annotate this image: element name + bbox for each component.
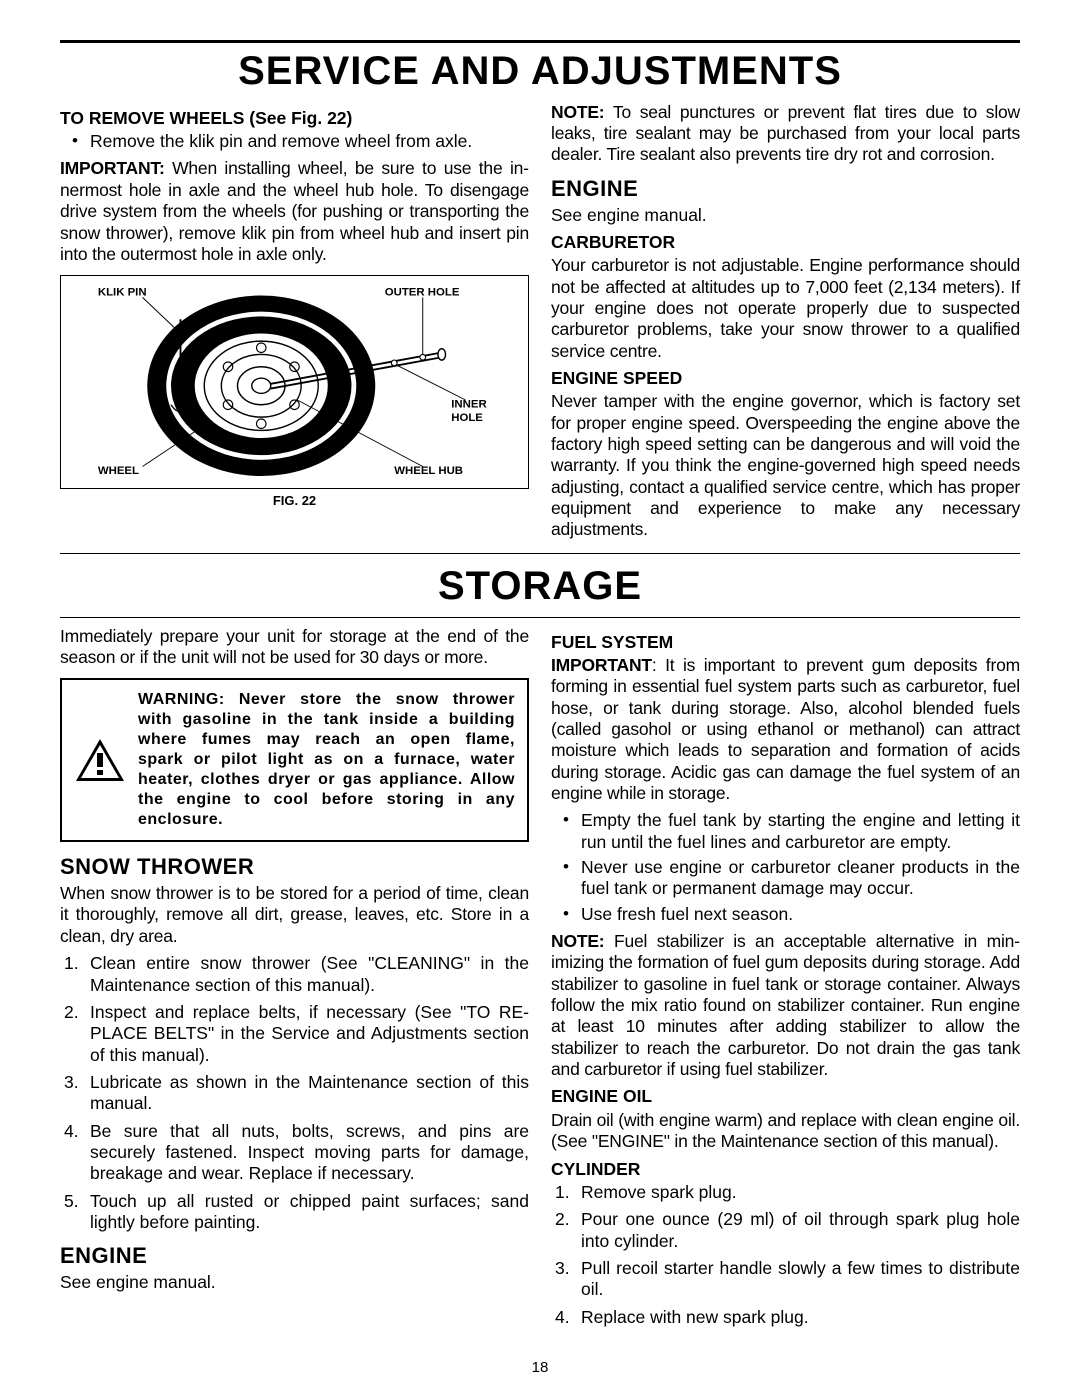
service-right-col: NOTE: To seal punctures or prevent flat … [551, 102, 1020, 547]
important-install-wheel: IMPORTANT: When installing wheel, be sur… [60, 158, 529, 265]
fig-label-inner: INNER [451, 399, 486, 411]
cyl-step-3: Pull recoil starter handle slowly a few … [551, 1258, 1020, 1301]
engine-speed-text: Never tamper with the engine governor, w… [551, 391, 1020, 540]
fuel-bullet-2: Never use engine or carburetor cleaner p… [551, 857, 1020, 900]
fuel-bullet-3: Use fresh fuel next season. [551, 904, 1020, 925]
divider-top [60, 40, 1020, 43]
cyl-step-2: Pour one ounce (29 ml) of oil through sp… [551, 1209, 1020, 1252]
section-title-service: SERVICE AND ADJUSTMENTS [60, 47, 1020, 96]
storage-columns: Immediately prepare your unit for storag… [60, 626, 1020, 1334]
cyl-step-4: Replace with new spark plug. [551, 1307, 1020, 1328]
engine-oil-text: Drain oil (with engine warm) and replace… [551, 1110, 1020, 1153]
engine-see-manual: See engine manual. [551, 205, 1020, 226]
snow-step-1: Clean entire snow thrower (See "CLEANING… [60, 953, 529, 996]
engine-see-manual-storage: See engine manual. [60, 1272, 529, 1293]
service-columns: TO REMOVE WHEELS (See Fig. 22) Remove th… [60, 102, 1020, 547]
snow-step-3: Lubricate as shown in the Maintenance se… [60, 1072, 529, 1115]
snow-step-4: Be sure that all nuts, bolts, screws, an… [60, 1121, 529, 1185]
heading-remove-wheels: TO REMOVE WHEELS (See Fig. 22) [60, 108, 529, 129]
warning-icon [74, 737, 126, 783]
snow-thrower-steps: Clean entire snow thrower (See "CLEANING… [60, 953, 529, 1233]
heading-cylinder: CYLINDER [551, 1159, 1020, 1180]
fig-label-wheel: WHEEL [98, 465, 139, 476]
snow-step-5: Touch up all rusted or chipped paint sur… [60, 1191, 529, 1234]
cylinder-steps: Remove spark plug. Pour one ounce (29 ml… [551, 1182, 1020, 1328]
heading-fuel-system: FUEL SYSTEM [551, 632, 1020, 653]
cyl-step-1: Remove spark plug. [551, 1182, 1020, 1203]
warning-text: WARNING: Never store the snow thrower wi… [138, 690, 515, 830]
carburetor-text: Your carburetor is not adjustable. Engin… [551, 255, 1020, 362]
figure-22-box: KLIK PIN OUTER HOLE INNER HOLE WHEEL WHE… [60, 275, 529, 488]
heading-engine: ENGINE [551, 176, 1020, 203]
service-left-col: TO REMOVE WHEELS (See Fig. 22) Remove th… [60, 102, 529, 547]
storage-left-col: Immediately prepare your unit for storag… [60, 626, 529, 1334]
bullet-remove-klik: Remove the klik pin and remove wheel fro… [60, 131, 529, 152]
page-number: 18 [0, 1359, 1080, 1377]
heading-engine-speed: ENGINE SPEED [551, 368, 1020, 389]
warning-box: WARNING: Never store the snow thrower wi… [60, 678, 529, 842]
fig-label-hole: HOLE [451, 412, 483, 424]
fuel-important: IMPORTANT: It is important to prevent gu… [551, 655, 1020, 804]
section-title-storage: STORAGE [60, 562, 1020, 611]
fig-label-wheel-hub: WHEEL HUB [394, 465, 463, 476]
snow-thrower-intro: When snow thrower is to be stored for a … [60, 883, 529, 947]
heading-engine-storage: ENGINE [60, 1243, 529, 1270]
divider-mid [60, 553, 1020, 554]
fuel-note: NOTE: Fuel stabilizer is an acceptable a… [551, 931, 1020, 1080]
snow-step-2: Inspect and replace belts, if necessary … [60, 1002, 529, 1066]
divider-mid2 [60, 617, 1020, 618]
fuel-bullets: Empty the fuel tank by starting the engi… [551, 810, 1020, 925]
heading-engine-oil: ENGINE OIL [551, 1086, 1020, 1107]
heading-carburetor: CARBURETOR [551, 232, 1020, 253]
storage-intro: Immediately prepare your unit for storag… [60, 626, 529, 669]
storage-right-col: FUEL SYSTEM IMPORTANT: It is important t… [551, 626, 1020, 1334]
note-sealant: NOTE: To seal punctures or prevent flat … [551, 102, 1020, 166]
figure-22-caption: FIG. 22 [60, 493, 529, 509]
heading-snow-thrower: SNOW THROWER [60, 854, 529, 881]
fig-label-outer-hole: OUTER HOLE [385, 287, 460, 299]
figure-22-svg: KLIK PIN OUTER HOLE INNER HOLE WHEEL WHE… [71, 286, 518, 476]
fuel-bullet-1: Empty the fuel tank by starting the engi… [551, 810, 1020, 853]
fig-label-klik-pin: KLIK PIN [98, 287, 147, 299]
